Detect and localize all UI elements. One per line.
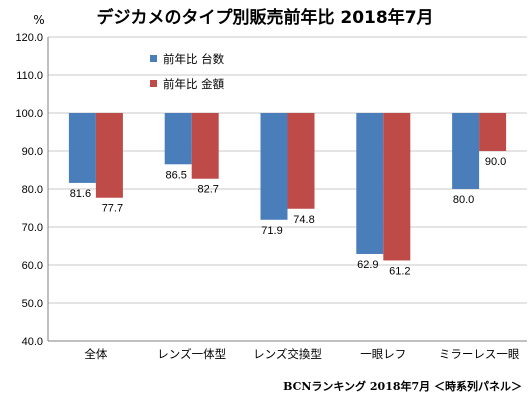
y-tick-label: 60.0 xyxy=(22,260,43,272)
y-tick-label: 110.0 xyxy=(16,70,43,82)
y-tick-label: 40.0 xyxy=(22,336,43,348)
legend: 前年比 台数 前年比 金額 xyxy=(150,52,225,91)
y-tick-label: 100.0 xyxy=(15,108,43,120)
legend-swatch-units xyxy=(150,55,157,62)
data-label: 62.9 xyxy=(357,259,378,271)
x-tick-label: ミラーレス一眼 xyxy=(439,347,520,361)
bar-value xyxy=(383,113,411,261)
chart-title: デジカメのタイプ別販売前年比 2018年7月 xyxy=(96,7,433,28)
chart-footer: BCNランキング 2018年7月 ＜時系列パネル＞ xyxy=(283,379,522,393)
data-label: 74.8 xyxy=(293,214,314,226)
bar-value xyxy=(287,113,315,209)
y-tick-label: 50.0 xyxy=(22,298,43,310)
bars xyxy=(68,113,507,261)
legend-label-value: 前年比 金額 xyxy=(163,77,225,91)
data-label: 90.0 xyxy=(485,156,506,168)
x-tick-label: レンズ交換型 xyxy=(253,347,322,361)
bar-value xyxy=(191,113,219,179)
bar-value xyxy=(479,113,507,151)
data-label: 71.9 xyxy=(261,225,282,237)
legend-swatch-value xyxy=(150,80,157,87)
y-tick-label: 90.0 xyxy=(22,146,43,158)
bar-units xyxy=(356,113,384,254)
bar-units xyxy=(68,113,96,183)
data-label: 86.5 xyxy=(165,169,186,181)
bar-value xyxy=(95,113,123,198)
data-label: 77.7 xyxy=(102,203,123,215)
data-label: 61.2 xyxy=(389,265,410,277)
y-tick-label: 80.0 xyxy=(22,184,43,196)
data-label: 82.7 xyxy=(197,184,218,196)
x-tick-label: 一眼レフ xyxy=(360,347,406,361)
axes: 120.0 110.0 100.0 90.0 80.0 70.0 60.0 50.0 40.0 全… xyxy=(15,32,527,361)
bar-units xyxy=(164,113,192,165)
data-label: 81.6 xyxy=(70,188,91,200)
bar-units xyxy=(452,113,480,189)
y-tick-label: 70.0 xyxy=(22,222,43,234)
x-tick-label: レンズ一体型 xyxy=(157,347,226,361)
legend-label-units: 前年比 台数 xyxy=(163,52,225,66)
y-tick-label: 120.0 xyxy=(15,32,43,44)
data-labels: 81.6 77.7 86.5 82.7 71.9 74.8 62.9 61.2 80.0 90.0 xyxy=(70,156,507,277)
y-unit-label: % xyxy=(33,13,44,27)
data-label: 80.0 xyxy=(453,194,474,206)
x-tick-label: 全体 xyxy=(84,347,107,361)
bar-units xyxy=(260,113,288,220)
